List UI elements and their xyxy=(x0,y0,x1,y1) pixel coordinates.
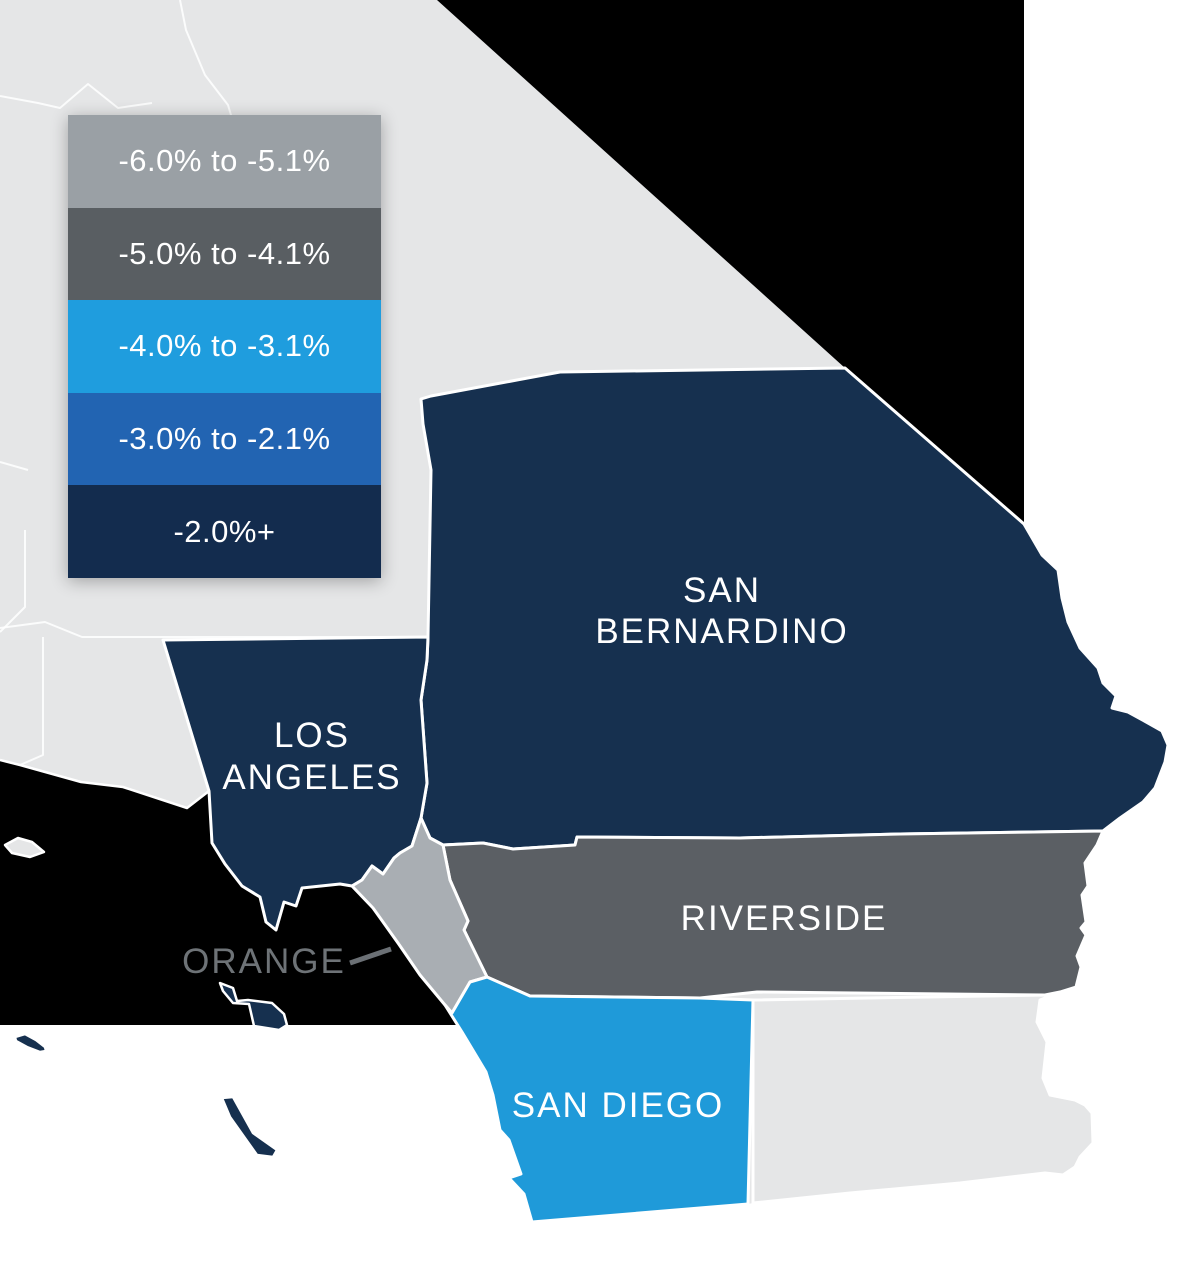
background-county-line-kern-south xyxy=(0,621,428,638)
legend-item: -2.0%+ xyxy=(68,485,381,578)
ventura-coastline xyxy=(0,758,210,810)
county-label-san-diego: SAN DIEGO xyxy=(512,1086,724,1125)
legend-item: -3.0% to -2.1% xyxy=(68,392,381,486)
island-san-clemente xyxy=(220,1095,279,1159)
background-county-line-west-a xyxy=(0,530,26,633)
legend-item-label: -6.0% to -5.1% xyxy=(118,143,331,179)
county-label-riverside: RIVERSIDE xyxy=(681,899,888,938)
island-santa-catalina xyxy=(218,981,289,1032)
background-county-line-north xyxy=(179,0,237,133)
legend-item-label: -5.0% to -4.1% xyxy=(118,235,331,271)
legend-item-label: -4.0% to -3.1% xyxy=(118,328,331,364)
county-label-san-bernardino-line2: BERNARDINO xyxy=(595,612,848,651)
orange-label-pointer xyxy=(349,946,392,966)
county-san-diego xyxy=(443,975,755,1224)
county-label-los-angeles-line2: ANGELES xyxy=(222,758,401,797)
county-san-bernardino xyxy=(419,366,1170,851)
county-label-orange: ORANGE xyxy=(182,942,346,981)
legend-item: -4.0% to -3.1% xyxy=(68,300,381,393)
county-label-san-bernardino-line1: SAN xyxy=(683,571,761,610)
background-county-line-west-b xyxy=(0,461,29,471)
coastal-peninsula xyxy=(3,836,46,859)
legend-item: -5.0% to -4.1% xyxy=(68,207,381,301)
legend: -6.0% to -5.1% -5.0% to -4.1% -4.0% to -… xyxy=(68,115,381,578)
legend-item-label: -2.0%+ xyxy=(173,513,276,549)
county-unlabeled-east xyxy=(751,990,1095,1205)
island-san-nicolas xyxy=(13,1032,48,1054)
background-county-line-northwest xyxy=(0,83,153,109)
background-county-line-ventura-west xyxy=(19,637,44,766)
legend-item: -6.0% to -5.1% xyxy=(68,115,381,208)
county-label-los-angeles-line1: LOS xyxy=(274,716,350,755)
legend-item-label: -3.0% to -2.1% xyxy=(118,421,331,457)
